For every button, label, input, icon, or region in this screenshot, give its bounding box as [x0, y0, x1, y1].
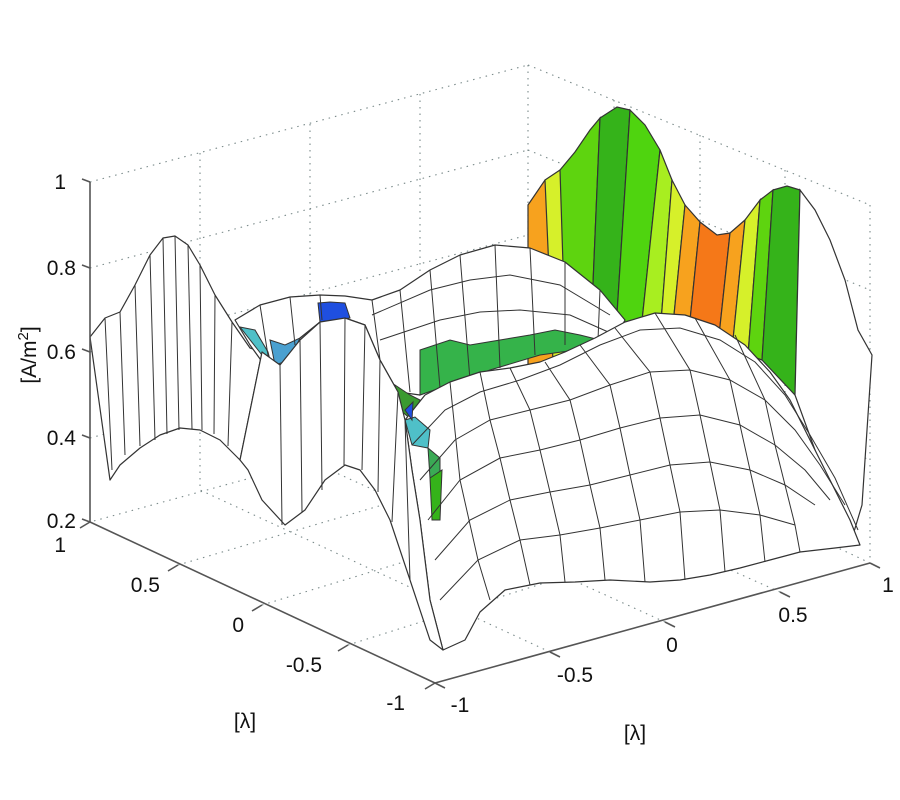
x-tick: -1 [386, 692, 405, 715]
surface [89, 106, 873, 651]
z-tick: 1 [54, 171, 66, 194]
z-tick: 0.4 [47, 427, 77, 450]
back-ridge [527, 106, 873, 547]
y-tick: 0 [666, 634, 678, 657]
left-ridge [89, 235, 263, 481]
y-tick-labels: -1 -0.5 0 0.5 1 [451, 574, 894, 717]
y-axis-label: [λ] [624, 722, 646, 745]
y-tick: -0.5 [557, 664, 593, 687]
x-tick: -0.5 [286, 654, 322, 677]
z-tick: 0.8 [47, 257, 76, 280]
axes [79, 178, 881, 690]
front-cliff [239, 317, 444, 651]
z-tick: 0.6 [47, 341, 76, 364]
x-tick: 0 [232, 614, 244, 637]
z-tick-labels: 1 0.8 0.6 0.4 0.2 [47, 171, 77, 533]
x-tick: 0.5 [131, 574, 160, 597]
svg-text:[A/m2]: [A/m2] [15, 326, 41, 383]
x-axis-label: [λ] [234, 710, 256, 733]
z-axis-label-base: [A/m [18, 341, 41, 384]
z-axis-label-sup: 2 [15, 332, 32, 340]
x-tick-labels: 1 0.5 0 -0.5 -1 [54, 534, 405, 715]
y-tick: 1 [882, 574, 894, 597]
z-tick: 0.2 [47, 510, 76, 533]
z-axis-label: [A/m2] [15, 326, 41, 383]
front-mesh [404, 312, 861, 651]
x-tick: 1 [54, 534, 66, 557]
y-tick: 0.5 [778, 604, 807, 627]
y-tick: -1 [451, 694, 470, 717]
